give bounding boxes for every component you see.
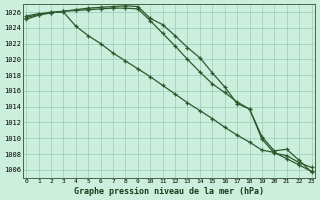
X-axis label: Graphe pression niveau de la mer (hPa): Graphe pression niveau de la mer (hPa) bbox=[74, 187, 264, 196]
